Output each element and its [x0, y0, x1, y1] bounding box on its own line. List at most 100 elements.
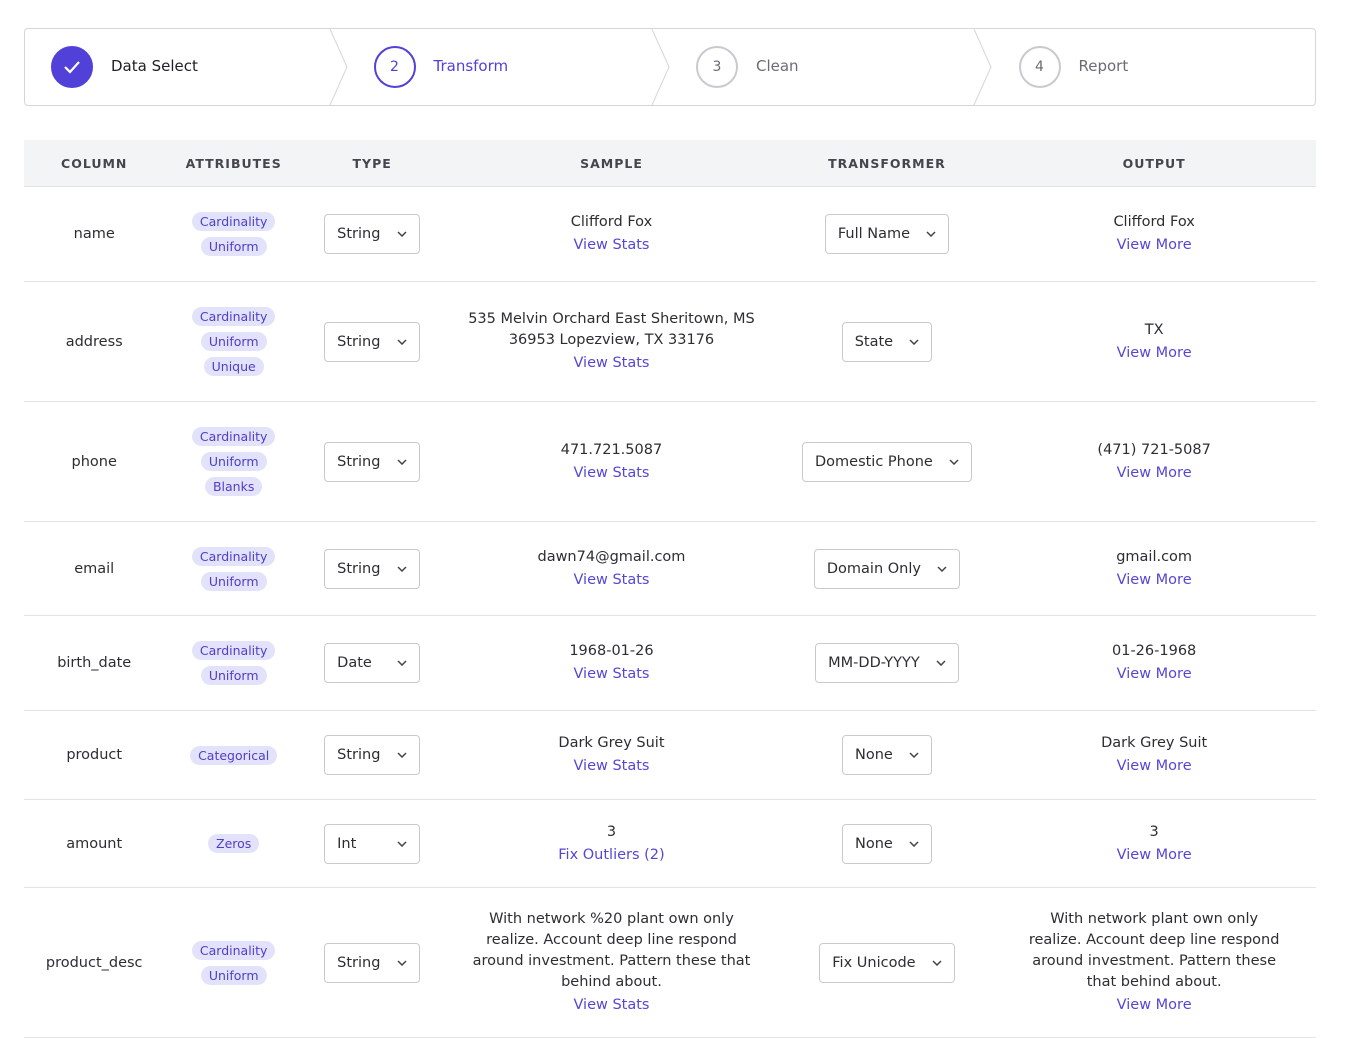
output: 01-26-1968 View More [1024, 641, 1284, 685]
cell: 535 Melvin Orchard East Sheritown, MS 36… [441, 281, 782, 402]
cell: None [781, 799, 993, 888]
type-select[interactable]: String [324, 321, 421, 362]
type-select[interactable]: String [324, 942, 421, 983]
type-select[interactable]: Date [324, 643, 421, 683]
transformer-select[interactable]: Full Name [824, 214, 950, 254]
transformer-select[interactable]: State [841, 321, 933, 362]
sample-link[interactable]: View Stats [573, 758, 650, 774]
output-link[interactable]: View More [1116, 344, 1192, 361]
stepper: Data Select 2 Transform 3 Clean 4 Report [24, 28, 1316, 106]
cell: Dark Grey Suit View Stats [441, 710, 782, 800]
step-circle: 4 [1018, 46, 1061, 88]
type-select[interactable]: String [324, 735, 421, 775]
sample-link[interactable]: View Stats [573, 571, 650, 588]
cell: Fix Unicode [781, 887, 993, 1038]
sample-link[interactable]: View Stats [573, 666, 650, 682]
type-select[interactable]: Int [324, 823, 421, 864]
column-name: amount [66, 835, 123, 852]
sample-link[interactable]: View Stats [573, 237, 650, 253]
step-label: Data Select [111, 57, 198, 75]
output-value: Clifford Fox [1113, 214, 1195, 230]
step[interactable]: 4 Report [993, 29, 1315, 105]
sample-value: 1968-01-26 [569, 643, 654, 659]
output: 3 View More [1024, 822, 1284, 866]
cell: Cardinality Uniform [164, 186, 303, 282]
attribute-badge: Uniform [200, 332, 267, 351]
sample: 535 Melvin Orchard East Sheritown, MS 36… [466, 309, 756, 374]
sample: 471.721.5087 View Stats [466, 440, 756, 484]
sample-link[interactable]: View Stats [573, 997, 650, 1013]
chevron [932, 959, 942, 966]
sample: Dark Grey Suit View Stats [466, 733, 756, 777]
output-link[interactable]: View More [1116, 464, 1192, 481]
cell: Date [302, 615, 442, 711]
column-name: address [65, 333, 123, 350]
output-value: gmail.com [1116, 548, 1193, 565]
transformer-select[interactable]: None [842, 735, 932, 775]
cell: Domestic Phone [781, 401, 993, 522]
select-value: MM-DD-YYYY [828, 655, 920, 671]
column-header: TRANSFORMER [781, 140, 993, 187]
cell: TX View More [992, 281, 1316, 402]
cell: birth_date [24, 615, 165, 711]
sample: Clifford Fox View Stats [466, 212, 756, 256]
output-link[interactable]: View More [1116, 666, 1192, 682]
cell: Clifford Fox View Stats [441, 186, 782, 282]
attribute-badge: Cardinality [191, 307, 276, 326]
cell: gmail.com View More [992, 521, 1316, 616]
type-select[interactable]: String [324, 548, 421, 589]
select-value: None [855, 835, 893, 852]
output-value: 3 [1149, 823, 1159, 840]
sample-link[interactable]: View Stats [573, 355, 650, 371]
cell: 471.721.5087 View Stats [441, 401, 782, 522]
separator [973, 29, 992, 105]
chevron [937, 565, 947, 572]
output-link[interactable]: View More [1116, 846, 1192, 863]
chevron [397, 840, 407, 847]
output: Dark Grey Suit View More [1024, 733, 1284, 777]
cell: MM-DD-YYYY [781, 615, 993, 711]
cell: String [302, 401, 442, 522]
output-link[interactable]: View More [1116, 758, 1192, 774]
select-value: State [854, 333, 894, 350]
cell: amount [24, 799, 165, 888]
attribute-badge: Cardinality [191, 427, 276, 446]
attribute-badge: Uniform [200, 666, 267, 685]
step[interactable]: 2 Transform [348, 29, 670, 105]
cell: Int [302, 799, 442, 888]
transformer-select[interactable]: Domestic Phone [801, 441, 972, 482]
select-value: Fix Unicode [832, 954, 916, 971]
select-value: Date [337, 655, 372, 671]
attribute-badge: Cardinality [191, 940, 276, 960]
cell: Dark Grey Suit View More [992, 710, 1316, 800]
transformer-select[interactable]: MM-DD-YYYY [815, 643, 959, 683]
output-link[interactable]: View More [1116, 997, 1192, 1013]
transformer-select[interactable]: None [842, 823, 932, 864]
output-link[interactable]: View More [1116, 237, 1192, 253]
attribute-badge: Zeros [208, 834, 260, 853]
select-value: String [337, 453, 381, 470]
cell: 01-26-1968 View More [992, 615, 1316, 711]
type-select[interactable]: String [324, 214, 421, 254]
sample-link[interactable]: View Stats [573, 464, 650, 481]
separator [329, 29, 348, 105]
chevron [397, 458, 407, 465]
sample-link[interactable]: Fix Outliers (2) [558, 846, 665, 863]
step[interactable]: 3 Clean [670, 29, 992, 105]
type-select[interactable]: String [324, 441, 421, 482]
page: Data Select 2 Transform 3 Clean 4 Report COLUM… [24, 28, 1316, 1038]
transformer-select[interactable]: Fix Unicode [819, 942, 955, 983]
cell: address [24, 281, 165, 402]
step-separators [329, 29, 992, 105]
attribute-badge: Unique [203, 357, 264, 376]
transformer-select[interactable]: Domain Only [813, 548, 960, 589]
cell: None [781, 710, 993, 800]
sample: dawn74@gmail.com View Stats [466, 547, 756, 591]
step[interactable]: Data Select [25, 29, 347, 105]
column-name: name [73, 226, 115, 242]
output-value: With network plant own only realize. Acc… [1028, 911, 1280, 990]
columns-table: COLUMN ATTRIBUTES TYPE SAMPLE TRANSFORMER OUT… [24, 140, 1316, 1038]
output-link[interactable]: View More [1116, 571, 1192, 588]
cell: State [781, 281, 993, 402]
column-name: product_desc [45, 954, 143, 971]
